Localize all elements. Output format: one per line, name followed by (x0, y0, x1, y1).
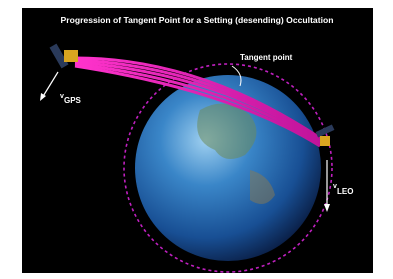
diagram: Progression of Tangent Point for a Setti… (0, 0, 393, 279)
leo-velocity-subscript: LEO (337, 187, 353, 196)
page: Progression of Tangent Point for a Setti… (0, 0, 393, 279)
gps-velocity-subscript: GPS (64, 96, 82, 105)
title: Progression of Tangent Point for a Setti… (61, 15, 334, 25)
satellite-body (64, 50, 78, 62)
satellite-body (320, 136, 330, 146)
tangent-label: Tangent point (240, 53, 293, 62)
